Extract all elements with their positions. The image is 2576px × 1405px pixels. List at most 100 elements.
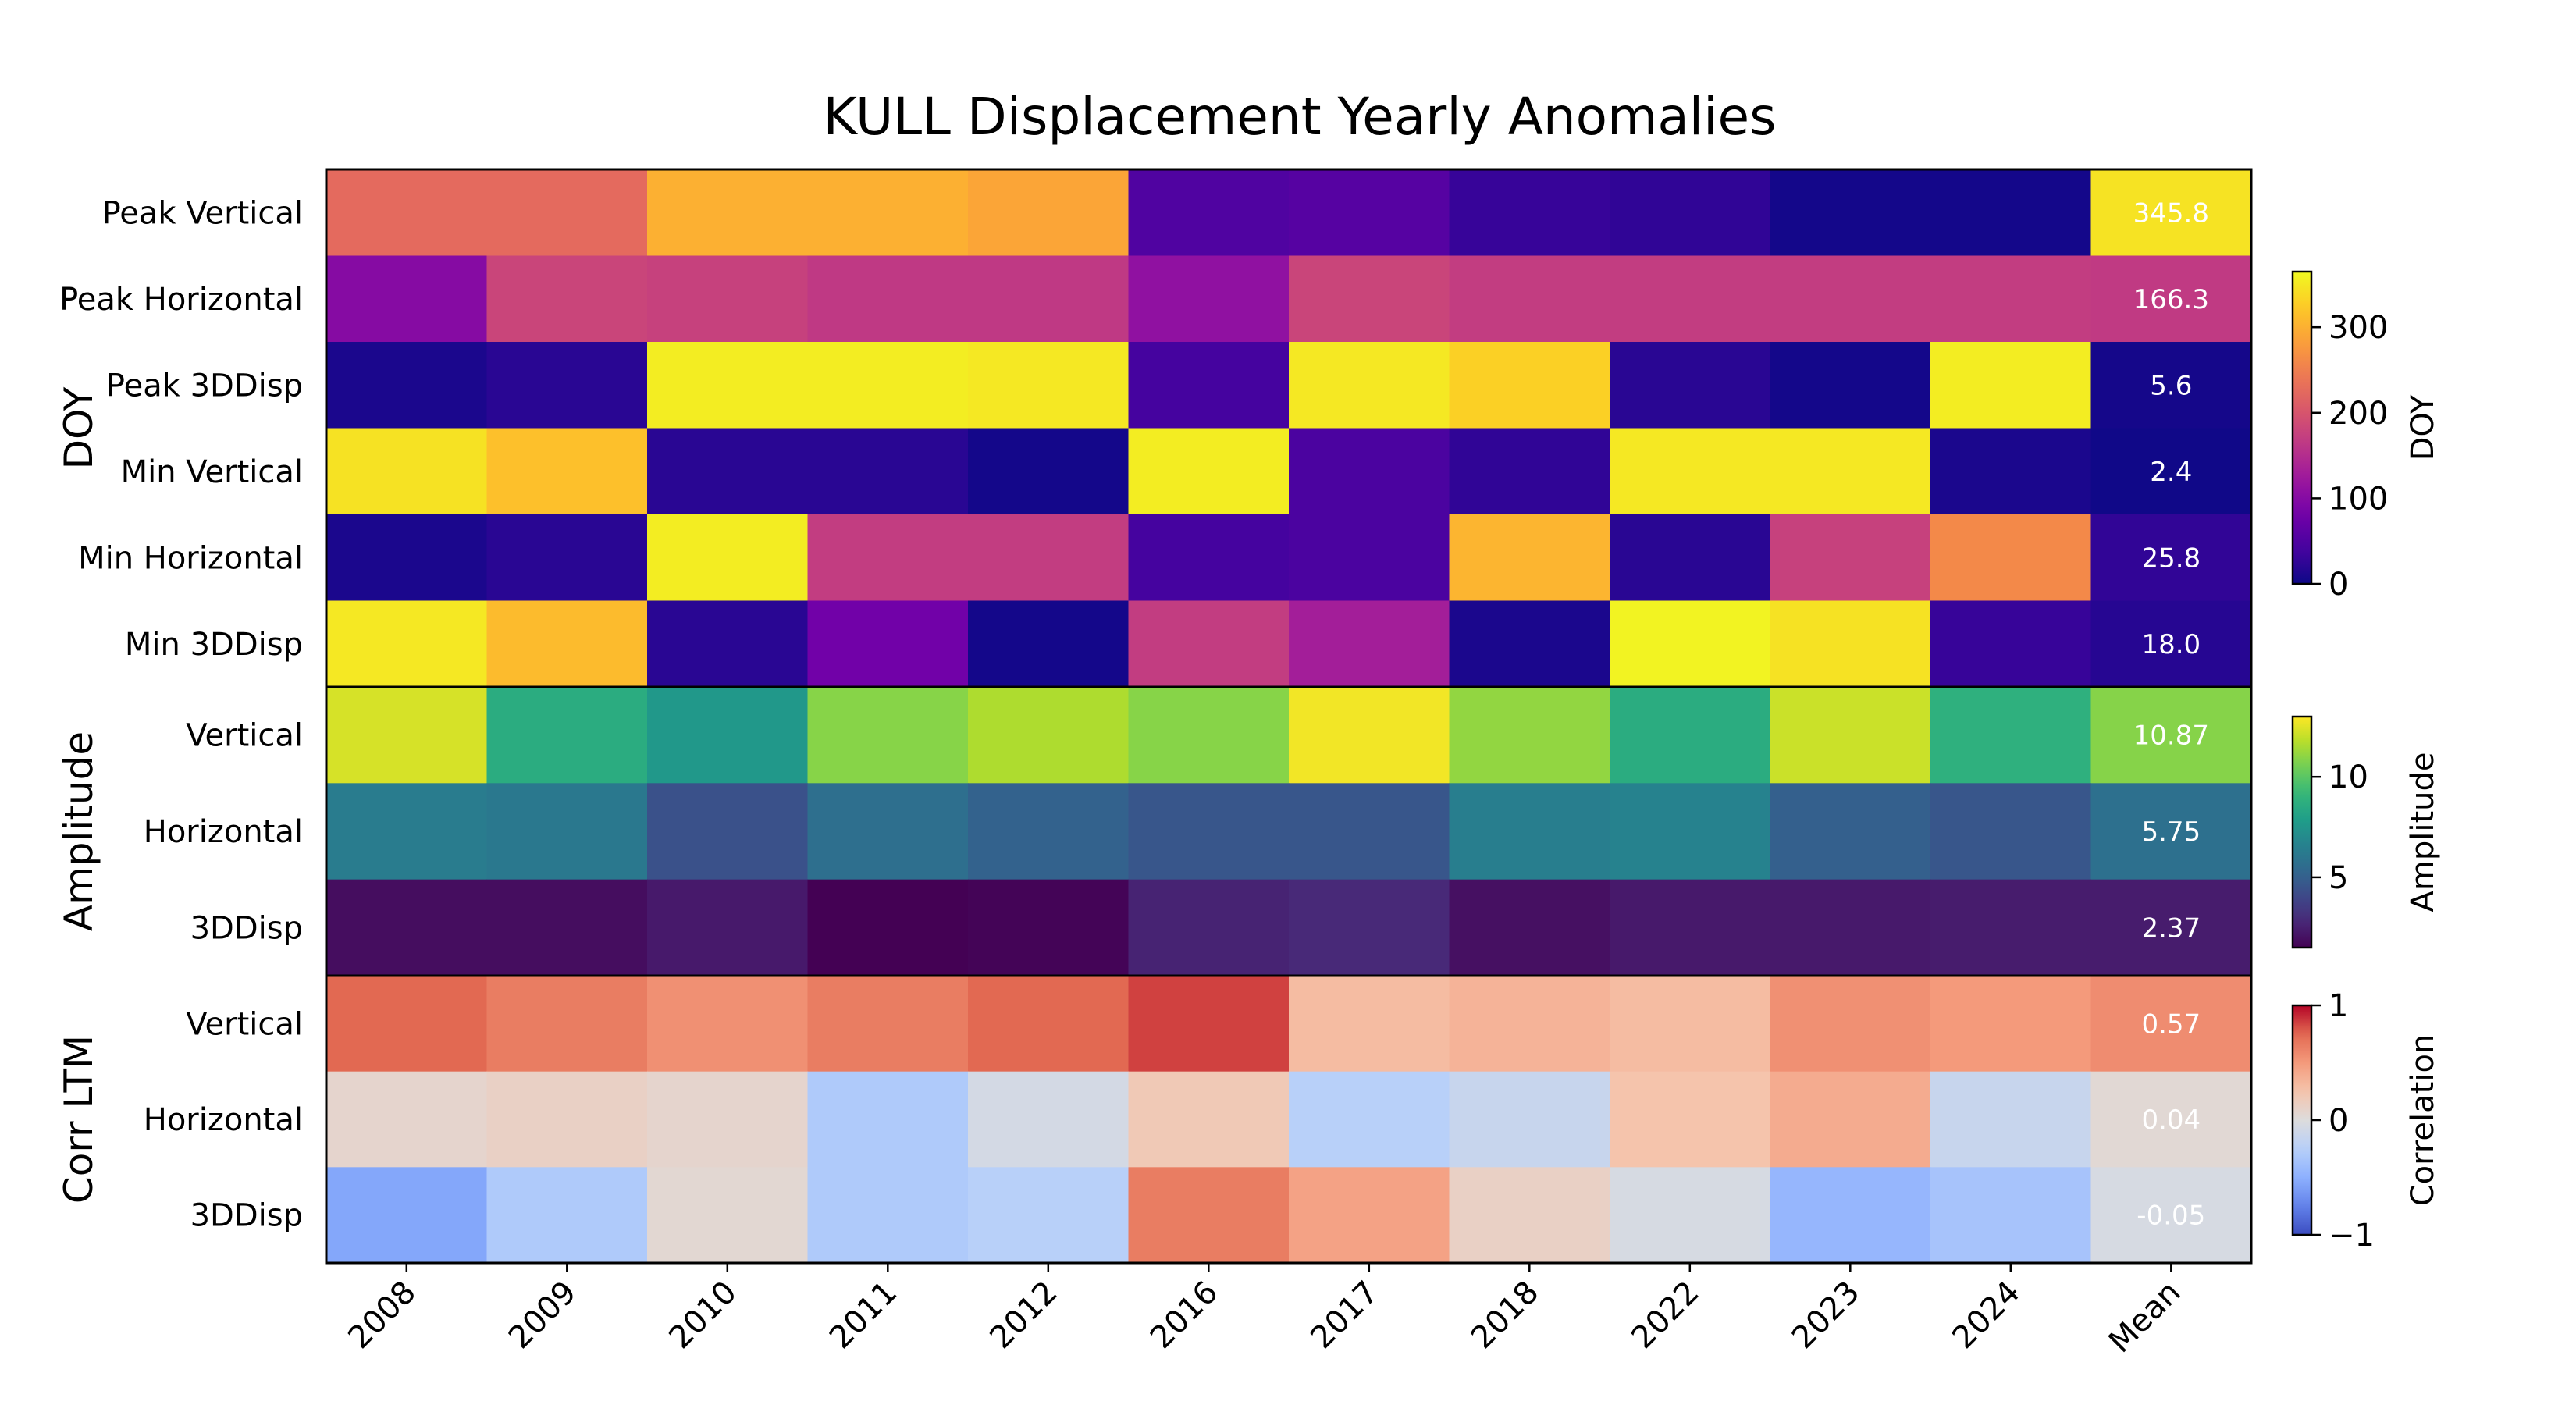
heatmap-cell (2090, 1167, 2252, 1264)
heatmap-cell (1610, 342, 1771, 429)
heatmap-cell (647, 879, 809, 976)
heatmap-cell (1449, 1071, 1610, 1168)
colorbar-tick-label: 5 (2329, 860, 2348, 896)
mean-value-label: 166.3 (2133, 284, 2209, 315)
heatmap-cell (1289, 1071, 1450, 1168)
heatmap-cell (1930, 687, 2092, 784)
heatmap-cell (1449, 879, 1610, 976)
heatmap-cell (1930, 514, 2092, 602)
colorbar (2291, 270, 2313, 585)
heatmap-cell (807, 514, 969, 602)
x-tick-label: 2023 (1785, 1275, 1867, 1357)
x-tick-label: 2017 (1304, 1275, 1386, 1357)
heatmap-cell (1289, 976, 1450, 1072)
heatmap-cell (1930, 428, 2092, 515)
heatmap-cell (968, 342, 1130, 429)
heatmap-cell (1449, 783, 1610, 880)
heatmap-cell (1128, 169, 1290, 257)
row-label: 3DDisp (190, 1198, 303, 1234)
heatmap-cell (486, 169, 648, 257)
mean-value-label: -0.05 (2137, 1200, 2205, 1232)
heatmap-cell (968, 1071, 1130, 1168)
heatmap-cell (647, 342, 809, 429)
heatmap-cell (1449, 428, 1610, 515)
heatmap-cell (647, 169, 809, 257)
heatmap-cell (2090, 255, 2252, 343)
heatmap-cell (1128, 687, 1290, 784)
heatmap-cell (1930, 976, 2092, 1072)
heatmap-cell (486, 687, 648, 784)
heatmap-cell (326, 600, 488, 688)
heatmap-cell (1930, 1071, 2092, 1168)
row-labels: Peak Vertical Peak Horizontal Peak 3DDisp M… (59, 195, 303, 1233)
x-axis-tick-labels: 2008 2009 2010 2011 2012 2016 2017 2018 2022 2023… (341, 1263, 2187, 1360)
heatmap-cell (1610, 687, 1771, 784)
heatmap-cell (1449, 1167, 1610, 1264)
heatmap-cell (1128, 976, 1290, 1072)
heatmap-cell (1610, 1071, 1771, 1168)
row-label: Min 3DDisp (125, 627, 303, 663)
colorbars: 0 100 200 300 DOY 5 10 Amplitude −1 0 1 Correlation (2291, 270, 2441, 1254)
heatmap-cell (647, 1167, 809, 1264)
chart-title: KULL Displacement Yearly Anomalies (824, 87, 1777, 147)
heatmap-cell (1289, 1167, 1450, 1264)
heatmap-cell (486, 342, 648, 429)
mean-value-label: 0.57 (2141, 1008, 2201, 1040)
heatmap-cell (326, 428, 488, 515)
x-tick-label: 2022 (1624, 1275, 1706, 1357)
heatmap-cell (1770, 428, 1931, 515)
heatmap-cell (1449, 514, 1610, 602)
heatmap-cell (1770, 1167, 1931, 1264)
heatmap-cell (1449, 687, 1610, 784)
x-tick-label: 2011 (823, 1275, 905, 1357)
mean-value-label: 25.8 (2141, 542, 2201, 574)
heatmap-cell (1449, 600, 1610, 688)
heatmap-cell (647, 687, 809, 784)
heatmap-cell (2090, 600, 2252, 688)
x-tick-label: Mean (2102, 1275, 2188, 1361)
colorbar (2291, 1004, 2313, 1236)
heatmap-cell (2090, 169, 2252, 257)
heatmap-cell (1449, 169, 1610, 257)
heatmap-cell (1930, 879, 2092, 976)
group-label: Corr LTM (56, 1035, 101, 1204)
heatmap-cell (1770, 879, 1931, 976)
x-tick-label: 2024 (1945, 1275, 2027, 1357)
heatmap-cell (486, 879, 648, 976)
heatmap-cell (326, 1071, 488, 1168)
heatmap-cell (1610, 255, 1771, 343)
row-label: Min Horizontal (78, 540, 303, 576)
heatmap-cell (326, 1167, 488, 1264)
heatmap-cell (647, 1071, 809, 1168)
heatmap-cells (326, 169, 2252, 1264)
heatmap-cell (968, 783, 1130, 880)
heatmap-cell (2090, 687, 2252, 784)
heatmap-cell (1449, 976, 1610, 1072)
x-tick-label: 2016 (1144, 1275, 1226, 1357)
mean-value-labels: 345.8 166.3 5.6 2.4 25.8 18.0 10.87 5.75 2.37 0.5… (2133, 197, 2209, 1231)
heatmap-cell (1770, 514, 1931, 602)
row-label: Horizontal (144, 1102, 303, 1138)
heatmap-cell (486, 1071, 648, 1168)
heatmap-cell (1128, 600, 1290, 688)
heatmap-cell (807, 342, 969, 429)
heatmap-cell (1930, 342, 2092, 429)
heatmap-cell (1930, 1167, 2092, 1264)
heatmap-cell (968, 976, 1130, 1072)
heatmap-cell (968, 600, 1130, 688)
heatmap-cell (647, 514, 809, 602)
heatmap-cell (1770, 255, 1931, 343)
heatmap-cell (486, 428, 648, 515)
heatmap-cell (807, 428, 969, 515)
heatmap-cell (1289, 255, 1450, 343)
heatmap-cell (807, 687, 969, 784)
heatmap-cell (1289, 514, 1450, 602)
group-label: DOY (56, 386, 101, 469)
heatmap-cell (807, 976, 969, 1072)
heatmap-cell (1128, 879, 1290, 976)
x-tick-label: 2012 (983, 1275, 1065, 1357)
heatmap-cell (326, 514, 488, 602)
heatmap-cell (1770, 600, 1931, 688)
panel-frame (325, 974, 2253, 1264)
colorbar-tick-label: −1 (2329, 1218, 2375, 1254)
